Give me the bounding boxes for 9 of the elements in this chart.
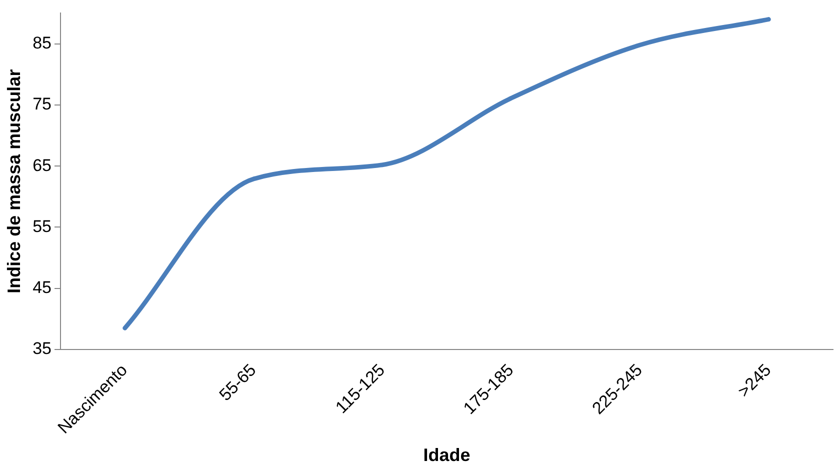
y-tick-label: 75 bbox=[32, 94, 52, 114]
y-tick-label: 65 bbox=[32, 156, 52, 175]
y-tick-label: 55 bbox=[32, 216, 52, 236]
x-axis-title: Idade bbox=[423, 445, 470, 466]
y-tick-label: 45 bbox=[32, 278, 52, 298]
line-series bbox=[122, 17, 771, 330]
y-tick-label: 35 bbox=[32, 339, 52, 358]
y-axis-title: Indice de massa muscular bbox=[4, 69, 24, 294]
y-tick-label: 85 bbox=[32, 33, 52, 52]
